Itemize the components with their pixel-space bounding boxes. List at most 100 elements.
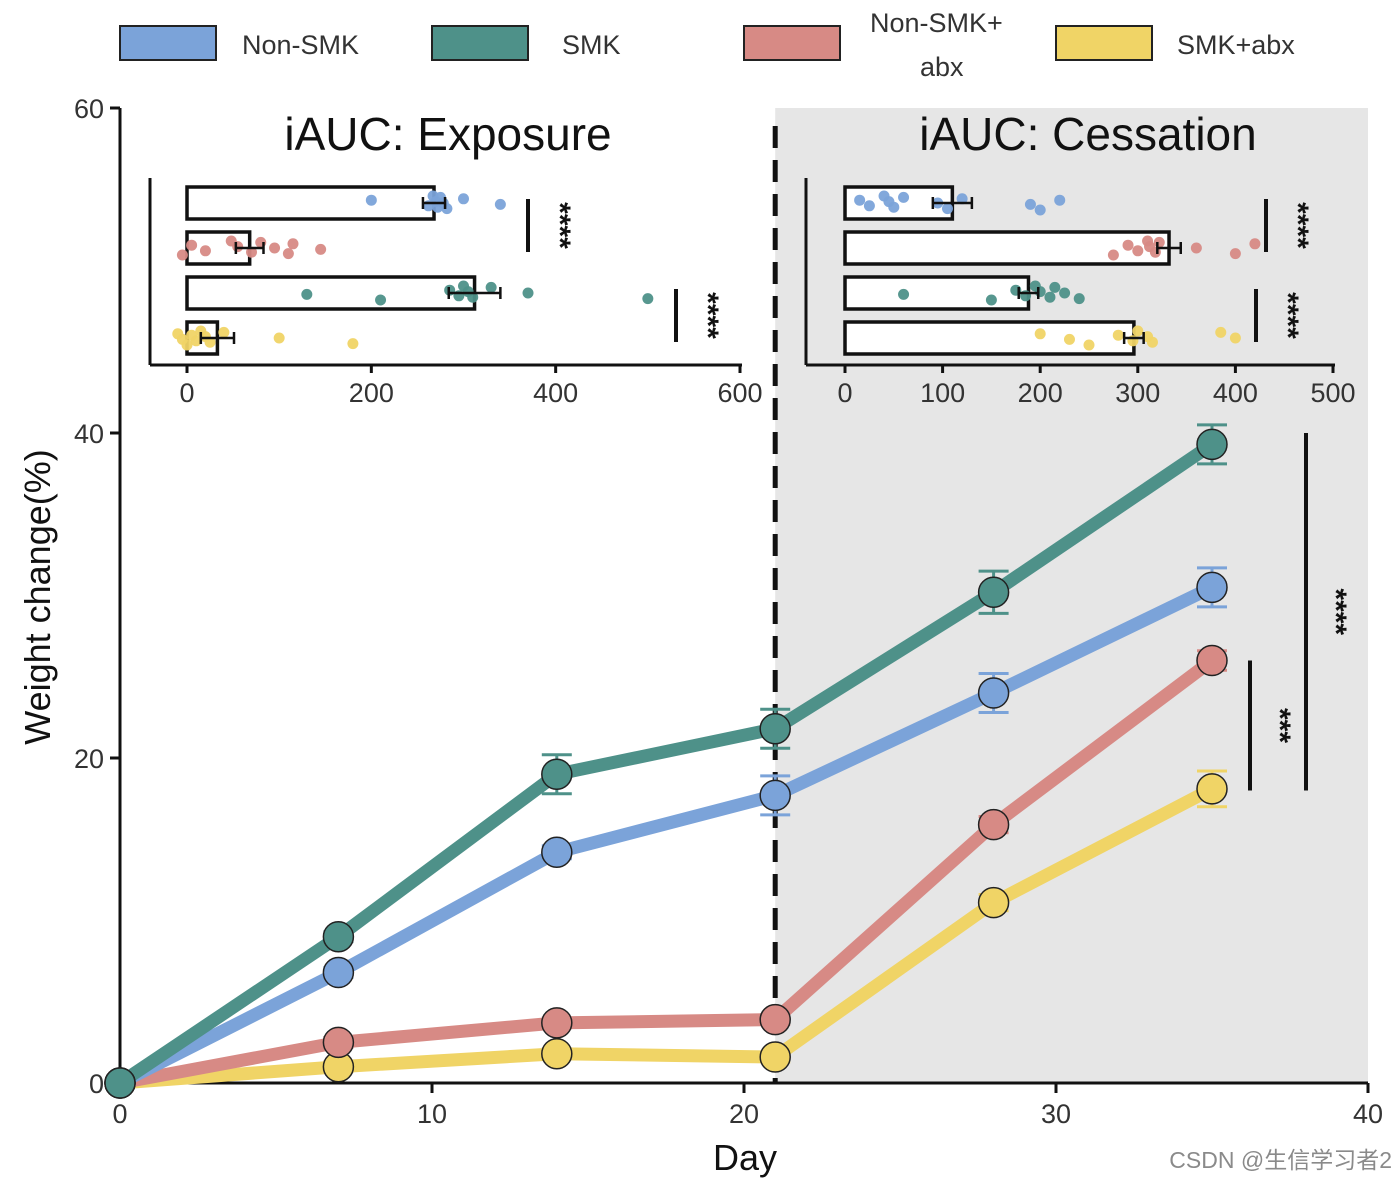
data-point-non-smk-abx (323, 1027, 353, 1057)
inset-point-non-smk (1025, 199, 1036, 210)
inset-x-tick-label: 600 (717, 378, 762, 408)
inset-point-non-smk-abx (200, 245, 211, 256)
inset-exposure: iAUC: Exposure 0 200 400 600 **** **** (150, 108, 763, 408)
inset-point-smk (1191, 243, 1202, 254)
data-point-non-smk (979, 678, 1009, 708)
data-point-non-smk (323, 958, 353, 988)
legend-swatch-non-smk (120, 26, 216, 60)
inset-point-non-smk-abx (177, 250, 188, 261)
inset-x-tick-label: 400 (533, 378, 578, 408)
x-tick-label: 20 (729, 1099, 759, 1129)
y-axis-title: Weight change(%) (17, 449, 58, 745)
inset-point-non-smk (864, 200, 875, 211)
inset-point-non-smk (1054, 195, 1065, 206)
inset-point-non-smk (942, 203, 953, 214)
inset-point-smk (375, 295, 386, 306)
legend-label-non-smk-abx-line2: abx (920, 52, 964, 82)
inset-point-smk-abx (1044, 292, 1055, 303)
inset-x-tick-label: 0 (179, 378, 194, 408)
inset-point-smk-abx (986, 295, 997, 306)
inset-point-smk-abx (347, 338, 358, 349)
inset-x-tick-label: 100 (920, 378, 965, 408)
data-point-smk-abx (542, 1039, 572, 1069)
inset-point-smk (523, 288, 534, 299)
inset-x-tick-label: 300 (1115, 378, 1160, 408)
inset-point-smk (1230, 248, 1241, 259)
inset-point-non-smk (888, 202, 899, 213)
data-point-non-smk (760, 780, 790, 810)
significance-label: **** (1319, 588, 1352, 635)
inset-point-non-smk-abx (1215, 327, 1226, 338)
data-point-non-smk-abx (979, 810, 1009, 840)
inset-point-non-smk-abx (287, 238, 298, 249)
data-point-smk (105, 1068, 135, 1098)
x-tick-label: 0 (112, 1099, 127, 1129)
legend-swatch-non-smk-abx (744, 26, 840, 60)
data-point-smk-abx (979, 888, 1009, 918)
x-axis-title: Day (713, 1137, 777, 1178)
inset-point-non-smk-abx (1064, 334, 1075, 345)
inset-x-tick-label: 200 (349, 378, 394, 408)
y-tick-label: 20 (74, 744, 104, 774)
x-tick-label: 10 (417, 1099, 447, 1129)
y-tick-label: 60 (74, 94, 104, 124)
inset-point-smk-abx (274, 333, 285, 344)
inset-bar-non-smk (187, 187, 434, 219)
inset-point-smk (301, 289, 312, 300)
inset-point-non-smk (495, 199, 506, 210)
inset-point-non-smk-abx (1035, 328, 1046, 339)
data-point-non-smk-abx (1197, 646, 1227, 676)
inset-point-non-smk-abx (269, 243, 280, 254)
data-point-smk (760, 714, 790, 744)
inset-point-non-smk-abx (1147, 337, 1158, 348)
inset-point-non-smk (898, 192, 909, 203)
inset-point-smk-abx (1049, 282, 1060, 293)
inset-point-non-smk-abx (1132, 326, 1143, 337)
data-point-non-smk (542, 837, 572, 867)
inset-point-non-smk (458, 193, 469, 204)
inset-exposure-title: iAUC: Exposure (284, 108, 611, 160)
inset-point-smk (1154, 237, 1165, 248)
inset-point-non-smk-abx (315, 244, 326, 255)
y-tick-label: 40 (74, 419, 104, 449)
inset-significance-label: **** (543, 202, 576, 249)
data-point-non-smk-abx (542, 1008, 572, 1038)
legend-swatch-smk-abx (1056, 26, 1152, 60)
legend-label-non-smk: Non-SMK (242, 30, 359, 60)
inset-point-non-smk (1035, 205, 1046, 216)
inset-point-non-smk-abx (1230, 333, 1241, 344)
data-point-smk (323, 922, 353, 952)
significance-label: *** (1263, 708, 1296, 743)
inset-point-smk-abx (1035, 286, 1046, 297)
inset-point-non-smk (366, 195, 377, 206)
watermark: CSDN @生信学习者2 (1169, 1147, 1392, 1173)
inset-point-smk-abx (1059, 288, 1070, 299)
inset-significance-label: **** (691, 292, 724, 339)
inset-point-smk (1132, 245, 1143, 256)
inset-point-non-smk (441, 203, 452, 214)
inset-x-tick-label: 500 (1310, 378, 1355, 408)
legend-swatch-smk (432, 26, 528, 60)
data-point-smk-abx (1197, 774, 1227, 804)
inset-point-non-smk-abx (1113, 330, 1124, 341)
data-point-non-smk-abx (760, 1005, 790, 1035)
inset-point-smk-abx (1074, 293, 1085, 304)
inset-point-smk (1123, 240, 1134, 251)
inset-cessation-title: iAUC: Cessation (919, 108, 1256, 160)
x-tick-label: 40 (1353, 1099, 1383, 1129)
inset-point-smk (1249, 238, 1260, 249)
y-tick-label: 0 (89, 1069, 104, 1099)
inset-x-tick-label: 0 (837, 378, 852, 408)
inset-point-smk-abx (218, 327, 229, 338)
inset-point-smk (642, 293, 653, 304)
inset-x-tick-label: 200 (1018, 378, 1063, 408)
inset-bar-smk (845, 232, 1169, 264)
inset-point-non-smk-abx (283, 248, 294, 259)
inset-point-non-smk-abx (186, 240, 197, 251)
inset-significance-label: **** (1271, 292, 1304, 339)
inset-x-tick-label: 400 (1213, 378, 1258, 408)
data-point-smk (542, 759, 572, 789)
inset-bar-smk (187, 277, 475, 309)
legend-label-non-smk-abx-line1: Non-SMK+ (870, 8, 1003, 38)
inset-point-smk-abx (898, 289, 909, 300)
